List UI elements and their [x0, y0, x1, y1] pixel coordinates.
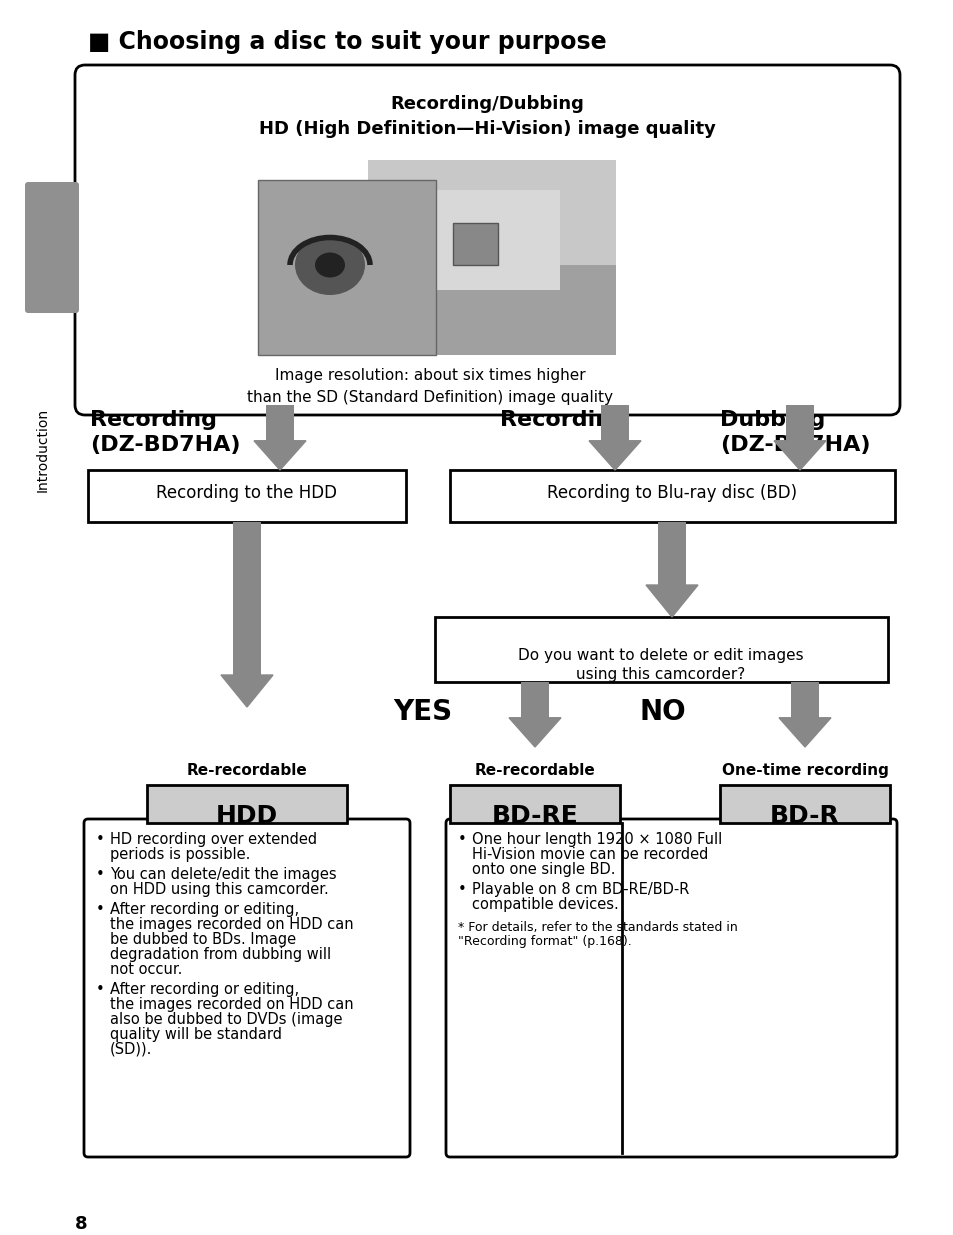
Text: Introduction: Introduction [36, 408, 50, 492]
Polygon shape [509, 718, 560, 747]
Bar [785, 405, 814, 441]
Text: onto one single BD.: onto one single BD. [472, 862, 615, 877]
Polygon shape [773, 441, 825, 471]
Text: Recording: Recording [499, 410, 626, 430]
Polygon shape [779, 718, 830, 747]
Text: One hour length 1920 × 1080 Full: One hour length 1920 × 1080 Full [472, 832, 721, 847]
Text: Recording: Recording [90, 410, 216, 430]
Text: periods is possible.: periods is possible. [110, 847, 250, 862]
FancyBboxPatch shape [75, 65, 899, 415]
Bar [257, 180, 436, 354]
Bar [435, 618, 887, 682]
Text: * For details, refer to the standards stated in: * For details, refer to the standards st… [457, 921, 737, 934]
FancyBboxPatch shape [446, 819, 896, 1157]
Text: Hi-Vision movie can be recorded: Hi-Vision movie can be recorded [472, 847, 708, 862]
Bar [790, 682, 819, 718]
Text: (DZ-BD7HA): (DZ-BD7HA) [720, 435, 869, 454]
Text: Re-recordable: Re-recordable [187, 763, 307, 778]
Text: Re-recordable: Re-recordable [475, 763, 595, 778]
Text: also be dubbed to DVDs (image: also be dubbed to DVDs (image [110, 1011, 342, 1028]
Text: Dubbing: Dubbing [720, 410, 824, 430]
Polygon shape [253, 441, 306, 471]
Bar [368, 161, 616, 354]
Text: Recording/Dubbing: Recording/Dubbing [390, 95, 583, 112]
Bar [720, 785, 889, 823]
Text: not occur.: not occur. [110, 962, 182, 977]
Text: •: • [457, 882, 466, 897]
Text: than the SD (Standard Definition) image quality: than the SD (Standard Definition) image … [247, 390, 613, 405]
Text: compatible devices.: compatible devices. [472, 897, 618, 911]
Ellipse shape [314, 252, 345, 278]
Bar [600, 405, 629, 441]
Bar [453, 224, 497, 266]
Text: •: • [96, 982, 105, 997]
Bar [450, 785, 619, 823]
Bar [88, 471, 406, 522]
Text: be dubbed to BDs. Image: be dubbed to BDs. Image [110, 932, 295, 947]
Bar [419, 190, 559, 290]
Text: After recording or editing,: After recording or editing, [110, 902, 299, 918]
Bar [147, 785, 347, 823]
FancyBboxPatch shape [25, 182, 79, 312]
Text: (DZ-BD7HA): (DZ-BD7HA) [90, 435, 240, 454]
Text: Playable on 8 cm BD-RE/BD-R: Playable on 8 cm BD-RE/BD-R [472, 882, 689, 897]
Text: HD (High Definition—Hi-Vision) image quality: HD (High Definition—Hi-Vision) image qua… [258, 120, 715, 138]
Text: •: • [457, 832, 466, 847]
Text: BD-RE: BD-RE [491, 804, 578, 827]
Bar [520, 682, 549, 718]
Text: BD-R: BD-R [769, 804, 839, 827]
Text: (SD)).: (SD)). [110, 1042, 152, 1057]
Text: One-time recording: One-time recording [720, 763, 887, 778]
Text: HD recording over extended: HD recording over extended [110, 832, 316, 847]
Text: HDD: HDD [215, 804, 277, 827]
Polygon shape [221, 676, 273, 706]
Text: using this camcorder?: using this camcorder? [576, 667, 745, 682]
Bar [657, 522, 685, 585]
FancyBboxPatch shape [84, 819, 410, 1157]
Text: the images recorded on HDD can: the images recorded on HDD can [110, 997, 354, 1011]
Text: degradation from dubbing will: degradation from dubbing will [110, 947, 331, 962]
Text: ■ Choosing a disc to suit your purpose: ■ Choosing a disc to suit your purpose [88, 30, 606, 54]
Text: on HDD using this camcorder.: on HDD using this camcorder. [110, 882, 329, 897]
Text: •: • [96, 902, 105, 918]
Text: quality will be standard: quality will be standard [110, 1028, 282, 1042]
Text: YES: YES [393, 698, 452, 726]
Text: Recording to Blu-ray disc (BD): Recording to Blu-ray disc (BD) [546, 484, 796, 501]
Text: NO: NO [639, 698, 686, 726]
Bar [233, 522, 261, 676]
Text: 8: 8 [75, 1215, 88, 1233]
Bar [450, 471, 894, 522]
Text: Image resolution: about six times higher: Image resolution: about six times higher [274, 368, 585, 383]
Bar [266, 405, 294, 441]
Text: the images recorded on HDD can: the images recorded on HDD can [110, 918, 354, 932]
Text: After recording or editing,: After recording or editing, [110, 982, 299, 997]
Text: •: • [96, 832, 105, 847]
Text: •: • [96, 867, 105, 882]
Polygon shape [645, 585, 698, 618]
Text: Recording to the HDD: Recording to the HDD [156, 484, 337, 501]
Bar [368, 266, 616, 354]
Text: "Recording format" (p.168).: "Recording format" (p.168). [457, 935, 631, 948]
Text: Do you want to delete or edit images: Do you want to delete or edit images [517, 648, 803, 663]
Ellipse shape [294, 235, 365, 295]
Text: You can delete/edit the images: You can delete/edit the images [110, 867, 336, 882]
Polygon shape [588, 441, 640, 471]
